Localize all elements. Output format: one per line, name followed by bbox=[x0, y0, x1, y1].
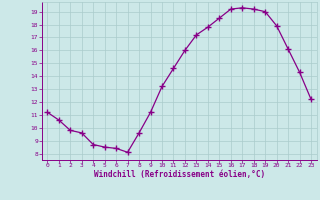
X-axis label: Windchill (Refroidissement éolien,°C): Windchill (Refroidissement éolien,°C) bbox=[94, 170, 265, 179]
